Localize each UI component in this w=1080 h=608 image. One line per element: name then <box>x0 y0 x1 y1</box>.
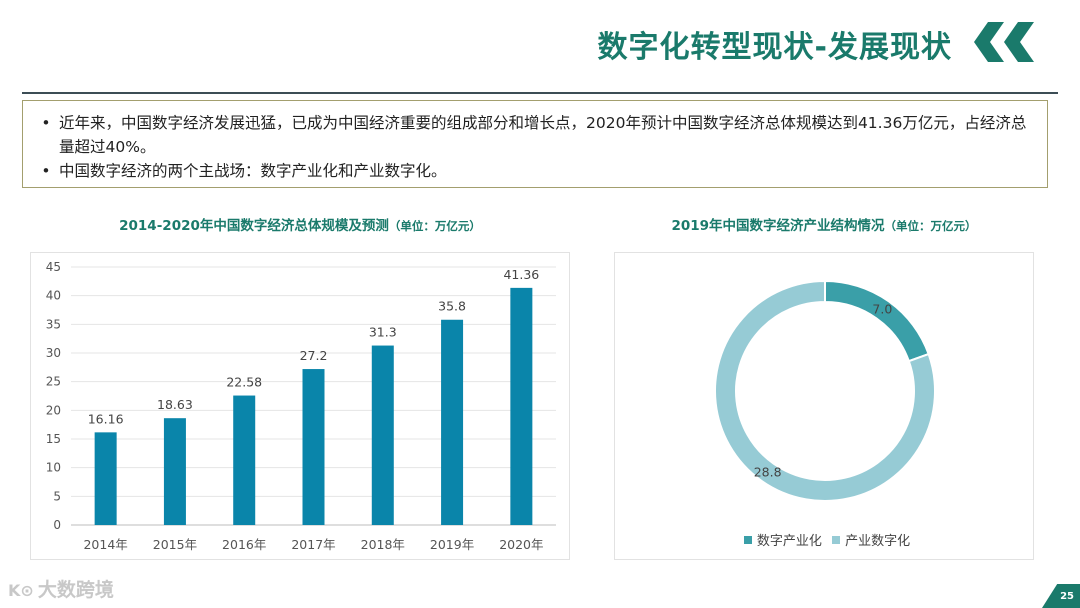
y-tick-label: 20 <box>46 403 61 417</box>
y-tick-label: 10 <box>46 461 61 475</box>
page-number: 25 <box>1042 584 1080 608</box>
y-tick-label: 5 <box>53 489 61 503</box>
x-tick-label: 2020年 <box>499 537 543 552</box>
bar <box>233 395 256 525</box>
bar-value-label: 27.2 <box>300 348 328 363</box>
donut-legend: 数字产业化 产业数字化 <box>615 530 1033 549</box>
bar-value-label: 31.3 <box>369 325 397 340</box>
donut-chart-title: 2019年中国数字经济产业结构情况（单位：万亿元） <box>614 214 1034 234</box>
bar-chart-title: 2014-2020年中国数字经济总体规模及预测（单位：万亿元） <box>30 214 570 234</box>
y-tick-label: 45 <box>46 260 61 274</box>
bar <box>441 319 464 525</box>
y-tick-label: 30 <box>46 346 61 360</box>
header-divider <box>22 92 1058 94</box>
logo-text: 大数跨境 <box>37 579 114 601</box>
bar-value-label: 35.8 <box>438 299 466 314</box>
slice-value-label: 7.0 <box>872 302 892 317</box>
logo-mark-icon: K⊙ <box>8 581 34 600</box>
bar-chart-title-text: 2014-2020年中国数字经济总体规模及预测 <box>119 218 389 234</box>
x-tick-label: 2018年 <box>361 537 405 552</box>
y-tick-label: 40 <box>46 289 61 303</box>
bar <box>163 418 186 525</box>
legend-swatch-1 <box>832 536 841 544</box>
bar <box>510 287 533 525</box>
bar <box>94 432 117 525</box>
bullet-text: 中国数字经济的两个主战场：数字产业化和产业数字化。 <box>59 162 447 180</box>
chevron-left-icon <box>974 22 1034 62</box>
brand-logo: K⊙ 大数跨境 <box>8 575 114 602</box>
bullet-symbol: • <box>41 162 51 180</box>
bar-chart-panel: 0 5 10 15 20 25 30 35 40 45 16.16 2014年 18.63 2015年 22… <box>30 252 570 560</box>
legend-label-1: 产业数字化 <box>845 534 911 549</box>
bullet-item: • 近年来，中国数字经济发展迅猛，已成为中国经济重要的组成部分和增长点，2020… <box>33 111 1033 159</box>
x-tick-label: 2014年 <box>83 537 127 552</box>
y-tick-label: 35 <box>46 317 61 331</box>
x-tick-label: 2016年 <box>222 537 266 552</box>
donut-slice <box>714 279 936 502</box>
donut-slice <box>824 279 930 363</box>
legend-swatch-0 <box>743 536 752 544</box>
bar <box>371 345 394 525</box>
x-tick-label: 2015年 <box>153 537 197 552</box>
y-tick-label: 0 <box>53 518 61 532</box>
donut-chart-panel: 7.0 28.8 数字产业化 产业数字化 <box>614 252 1034 560</box>
bar-value-label: 41.36 <box>503 267 539 282</box>
slice-value-label: 28.8 <box>754 464 782 479</box>
y-tick-label: 15 <box>46 432 61 446</box>
donut-chart: 7.0 28.8 <box>714 279 936 502</box>
bar <box>302 369 325 525</box>
bar-chart-unit: （单位：万亿元） <box>388 219 481 233</box>
y-tick-label: 25 <box>46 375 61 389</box>
bullet-item: • 中国数字经济的两个主战场：数字产业化和产业数字化。 <box>33 159 1033 183</box>
info-box: • 近年来，中国数字经济发展迅猛，已成为中国经济重要的组成部分和增长点，2020… <box>22 100 1048 188</box>
x-tick-label: 2017年 <box>291 537 335 552</box>
x-tick-label: 2019年 <box>430 537 474 552</box>
bar-value-label: 22.58 <box>226 375 262 390</box>
bar-chart: 0 5 10 15 20 25 30 35 40 45 16.16 2014年 18.63 2015年 22… <box>46 260 556 552</box>
donut-chart-unit: （单位：万亿元） <box>884 219 977 233</box>
bullet-symbol: • <box>41 114 51 132</box>
page-title: 数字化转型现状-发展现状 <box>597 30 952 65</box>
bar-value-label: 18.63 <box>157 397 193 412</box>
legend-label-0: 数字产业化 <box>756 534 822 549</box>
bullet-text: 近年来，中国数字经济发展迅猛，已成为中国经济重要的组成部分和增长点，2020年预… <box>59 114 1027 156</box>
bar-value-label: 16.16 <box>88 411 124 426</box>
donut-chart-title-text: 2019年中国数字经济产业结构情况 <box>671 218 885 234</box>
